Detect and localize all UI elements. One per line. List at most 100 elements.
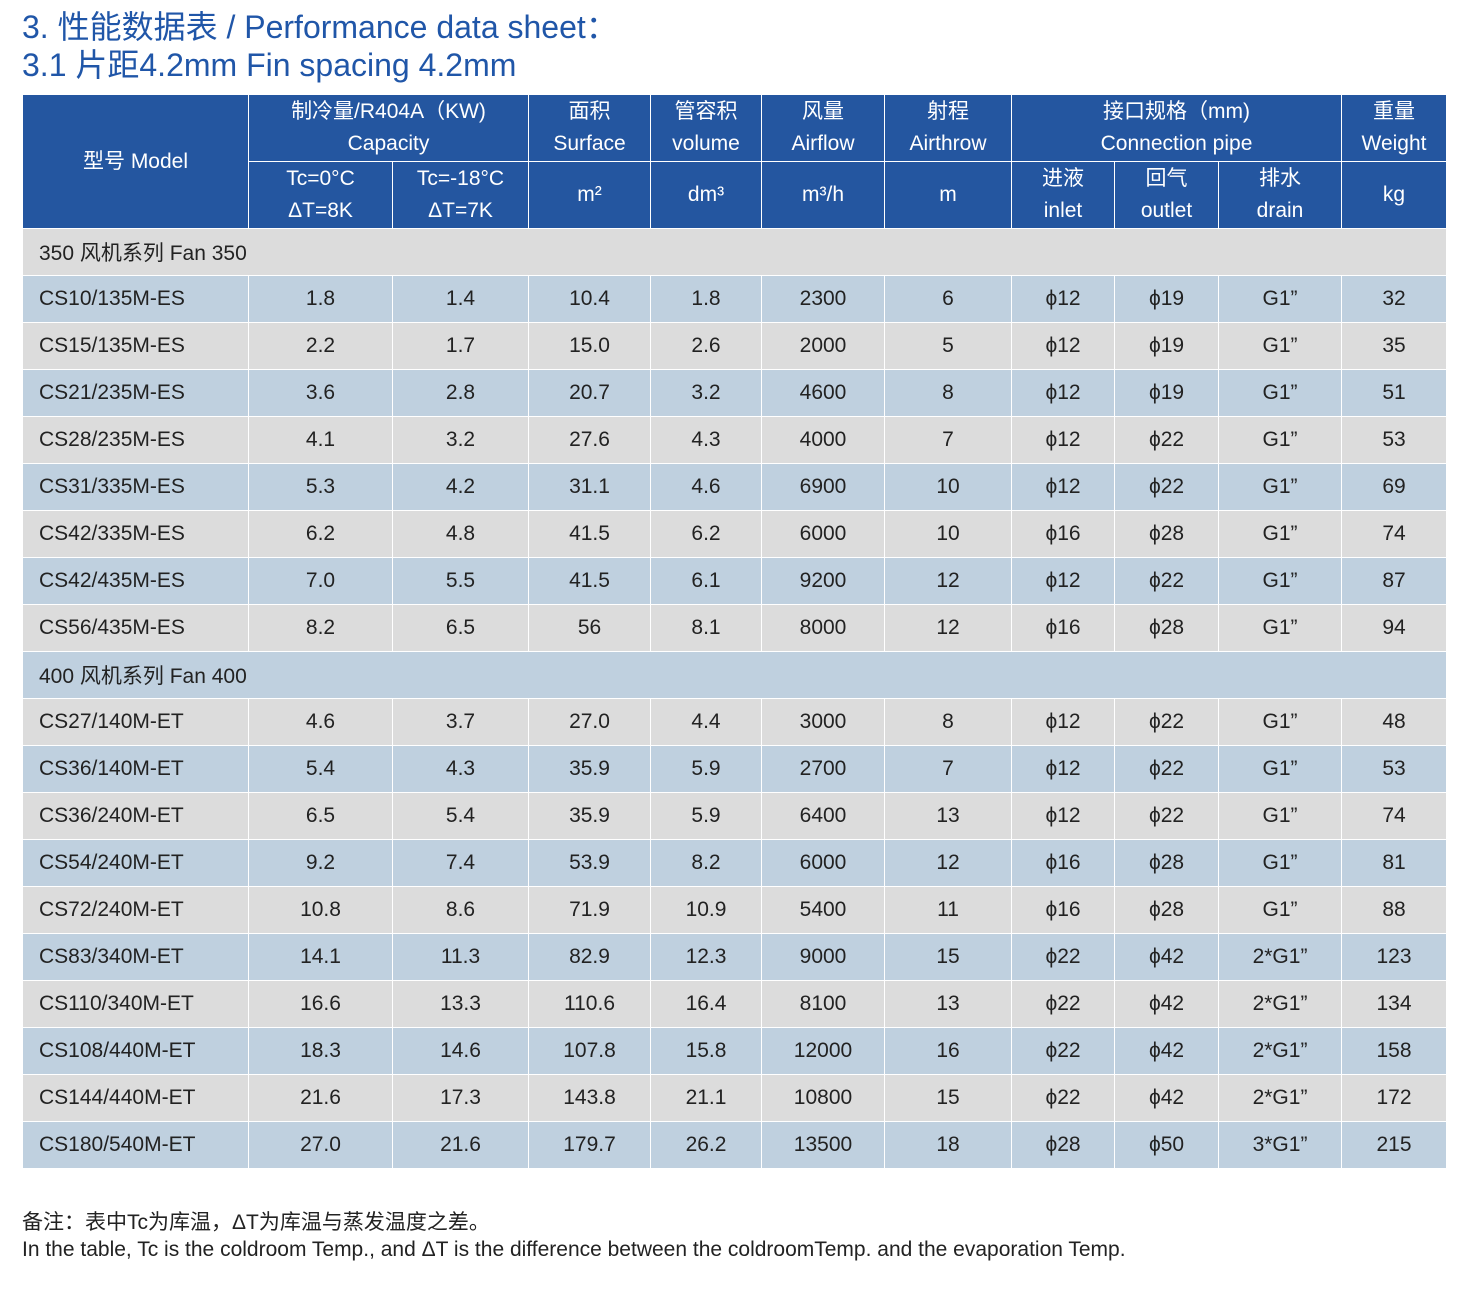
table-row: CS54/240M-ET 9.2 7.4 53.9 8.2 6000 12 ϕ16 ϕ28 G1”… [22, 839, 1448, 887]
cell-drain: G1” [1217, 792, 1343, 840]
cell-outlet: ϕ22 [1114, 792, 1219, 840]
cell-weight: 74 [1341, 792, 1448, 840]
cell-capacity-tc18: 5.4 [392, 792, 529, 840]
cell-airflow: 12000 [761, 1027, 885, 1075]
header-volume-en: volume [672, 132, 740, 155]
cell-airthrow: 5 [884, 322, 1012, 370]
cell-capacity-tc0: 6.5 [248, 792, 393, 840]
cell-drain: 2*G1” [1217, 1027, 1343, 1075]
cell-weight: 215 [1341, 1121, 1448, 1169]
cell-weight: 74 [1341, 510, 1448, 558]
cell-weight: 94 [1341, 604, 1448, 652]
cell-weight: 53 [1341, 745, 1448, 793]
cell-capacity-tc18: 6.5 [392, 604, 529, 652]
cell-model: CS28/235M-ES [22, 416, 249, 464]
cell-surface: 41.5 [528, 510, 651, 558]
cell-volume: 1.8 [650, 275, 762, 323]
cell-drain: G1” [1217, 416, 1343, 464]
cell-airthrow: 12 [884, 557, 1012, 605]
cell-volume: 16.4 [650, 980, 762, 1028]
cell-surface: 41.5 [528, 557, 651, 605]
cell-volume: 15.8 [650, 1027, 762, 1075]
header-tc18: Tc=-18°C ΔT=7K [392, 161, 529, 229]
header-airthrow-en: Airthrow [909, 132, 987, 155]
cell-airflow: 6900 [761, 463, 885, 511]
note-en: In the table, Tc is the coldroom Temp., … [22, 1238, 1126, 1261]
cell-capacity-tc18: 4.3 [392, 745, 529, 793]
cell-airflow: 9000 [761, 933, 885, 981]
cell-model: CS42/335M-ES [22, 510, 249, 558]
group-label: 400 风机系列 Fan 400 [21, 651, 1448, 699]
table-row: CS72/240M-ET 10.8 8.6 71.9 10.9 5400 11 ϕ16 ϕ28 G… [22, 886, 1448, 934]
cell-airflow: 9200 [761, 557, 885, 605]
cell-capacity-tc18: 8.6 [392, 886, 529, 934]
header-airflow-cn: 风量 [802, 100, 844, 123]
cell-volume: 4.6 [650, 463, 762, 511]
cell-outlet: ϕ22 [1114, 463, 1219, 511]
header-tc18-l2: ΔT=7K [428, 199, 493, 222]
group-label: 350 风机系列 Fan 350 [21, 228, 1448, 276]
cell-inlet: ϕ28 [1011, 1121, 1115, 1169]
header-tc0: Tc=0°C ΔT=8K [248, 161, 393, 229]
cell-inlet: ϕ12 [1011, 698, 1115, 746]
cell-capacity-tc18: 17.3 [392, 1074, 529, 1122]
cell-inlet: ϕ12 [1011, 745, 1115, 793]
cell-weight: 53 [1341, 416, 1448, 464]
cell-volume: 5.9 [650, 745, 762, 793]
header-volume-cn: 管容积 [674, 100, 738, 123]
cell-airthrow: 12 [884, 839, 1012, 887]
cell-volume: 4.4 [650, 698, 762, 746]
cell-airthrow: 8 [884, 698, 1012, 746]
cell-volume: 3.2 [650, 369, 762, 417]
table-header: 型号 Model 制冷量/R404A（KW) Capacity 面积 Surfa… [22, 94, 1448, 229]
cell-outlet: ϕ42 [1114, 980, 1219, 1028]
cell-surface: 56 [528, 604, 651, 652]
cell-airthrow: 11 [884, 886, 1012, 934]
header-capacity-cn: 制冷量/R404A（KW) [291, 100, 486, 123]
cell-drain: G1” [1217, 369, 1343, 417]
cell-model: CS56/435M-ES [22, 604, 249, 652]
notes: 备注：表中Tc为库温，ΔT为库温与蒸发温度之差。 In the table, T… [22, 1209, 1126, 1263]
cell-outlet: ϕ28 [1114, 510, 1219, 558]
header-weight: 重量 Weight [1341, 94, 1448, 162]
cell-inlet: ϕ22 [1011, 933, 1115, 981]
cell-airflow: 4000 [761, 416, 885, 464]
cell-weight: 35 [1341, 322, 1448, 370]
cell-surface: 20.7 [528, 369, 651, 417]
cell-outlet: ϕ22 [1114, 745, 1219, 793]
cell-capacity-tc18: 11.3 [392, 933, 529, 981]
cell-drain: G1” [1217, 463, 1343, 511]
header-airthrow: 射程 Airthrow [884, 94, 1012, 162]
cell-inlet: ϕ22 [1011, 1074, 1115, 1122]
cell-drain: G1” [1217, 698, 1343, 746]
cell-weight: 81 [1341, 839, 1448, 887]
cell-volume: 26.2 [650, 1121, 762, 1169]
cell-capacity-tc0: 8.2 [248, 604, 393, 652]
cell-airthrow: 13 [884, 792, 1012, 840]
cell-model: CS83/340M-ET [22, 933, 249, 981]
cell-drain: G1” [1217, 886, 1343, 934]
cell-weight: 123 [1341, 933, 1448, 981]
cell-drain: G1” [1217, 604, 1343, 652]
header-airflow-en: Airflow [791, 132, 855, 155]
cell-model: CS54/240M-ET [22, 839, 249, 887]
cell-airthrow: 10 [884, 510, 1012, 558]
header-surface: 面积 Surface [528, 94, 651, 162]
header-capacity-en: Capacity [347, 132, 430, 155]
cell-surface: 15.0 [528, 322, 651, 370]
cell-surface: 10.4 [528, 275, 651, 323]
table-row: CS56/435M-ES 8.2 6.5 56 8.1 8000 12 ϕ16 ϕ28 G1” 94 [22, 604, 1448, 652]
cell-capacity-tc0: 21.6 [248, 1074, 393, 1122]
table-row: CS108/440M-ET 18.3 14.6 107.8 15.8 12000 16 ϕ22… [22, 1027, 1448, 1075]
table-row: CS42/335M-ES 6.2 4.8 41.5 6.2 6000 10 ϕ16 ϕ28 G1”… [22, 510, 1448, 558]
cell-outlet: ϕ22 [1114, 416, 1219, 464]
cell-airflow: 4600 [761, 369, 885, 417]
cell-inlet: ϕ22 [1011, 1027, 1115, 1075]
table-row: CS110/340M-ET 16.6 13.3 110.6 16.4 8100 13 ϕ22 ϕ… [22, 980, 1448, 1028]
table-row: CS27/140M-ET 4.6 3.7 27.0 4.4 3000 8 ϕ12 ϕ22 G1” 4… [22, 698, 1448, 746]
cell-capacity-tc18: 21.6 [392, 1121, 529, 1169]
cell-drain: 2*G1” [1217, 933, 1343, 981]
header-airthrow-cn: 射程 [927, 100, 969, 123]
cell-surface: 179.7 [528, 1121, 651, 1169]
header-drain: 排水 drain [1217, 161, 1343, 229]
